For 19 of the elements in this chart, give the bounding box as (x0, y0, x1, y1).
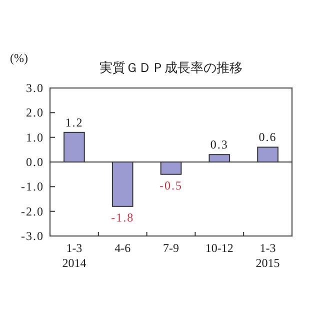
y-tick-label: 3.0 (26, 81, 44, 95)
data-label: 0.3 (210, 138, 228, 152)
y-tick-label: -1.0 (21, 180, 44, 194)
y-axis-title: (%) (10, 51, 28, 65)
x-tick-label: 1-3 2014 (62, 241, 86, 270)
data-label: 1.2 (65, 115, 84, 130)
x-tick-label: 10-12 (205, 241, 234, 255)
y-tick-label: 1.0 (26, 130, 44, 144)
y-tick-label: -3.0 (21, 229, 44, 243)
y-tick-label: -2.0 (21, 204, 44, 218)
x-tick-label: 4-6 (114, 241, 131, 255)
data-label: -1.8 (111, 210, 134, 224)
y-tick-label: 2.0 (26, 106, 44, 120)
x-tick-label: 1-3 2015 (256, 241, 280, 270)
chart-title: 実質ＧＤＰ成長率の推移 (100, 60, 242, 75)
x-tick-label: 7-9 (163, 241, 179, 255)
data-label: 0.6 (258, 130, 277, 144)
data-label: -0.5 (160, 178, 182, 192)
y-tick-label: 0.0 (26, 155, 44, 169)
